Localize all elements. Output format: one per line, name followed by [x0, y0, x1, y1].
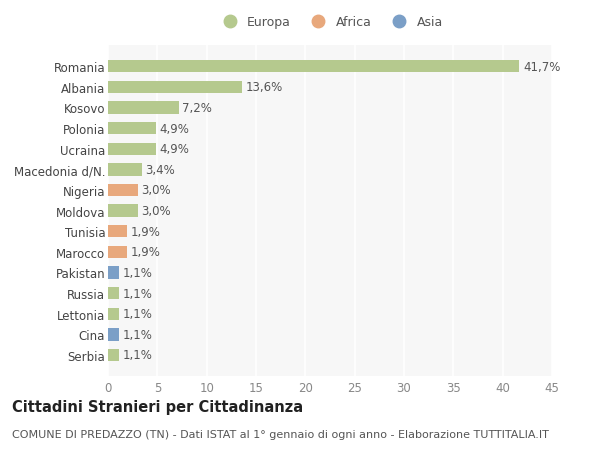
- Text: 3,0%: 3,0%: [141, 205, 170, 218]
- Bar: [108, 225, 127, 238]
- Text: 1,1%: 1,1%: [122, 328, 152, 341]
- Text: 1,1%: 1,1%: [122, 287, 152, 300]
- Bar: [108, 267, 119, 279]
- Bar: [108, 102, 179, 114]
- Bar: [108, 308, 119, 320]
- Legend: Europa, Africa, Asia: Europa, Africa, Asia: [213, 12, 447, 33]
- Text: COMUNE DI PREDAZZO (TN) - Dati ISTAT al 1° gennaio di ogni anno - Elaborazione T: COMUNE DI PREDAZZO (TN) - Dati ISTAT al …: [12, 429, 549, 439]
- Text: 13,6%: 13,6%: [245, 81, 283, 94]
- Bar: [108, 205, 137, 217]
- Text: 1,1%: 1,1%: [122, 349, 152, 362]
- Bar: [108, 164, 142, 176]
- Text: Cittadini Stranieri per Cittadinanza: Cittadini Stranieri per Cittadinanza: [12, 399, 303, 414]
- Bar: [108, 246, 127, 258]
- Bar: [108, 329, 119, 341]
- Text: 1,1%: 1,1%: [122, 308, 152, 320]
- Text: 4,9%: 4,9%: [160, 123, 190, 135]
- Text: 4,9%: 4,9%: [160, 143, 190, 156]
- Bar: [108, 349, 119, 361]
- Bar: [108, 61, 520, 73]
- Text: 1,9%: 1,9%: [130, 246, 160, 259]
- Bar: [108, 287, 119, 300]
- Text: 3,4%: 3,4%: [145, 163, 175, 176]
- Bar: [108, 123, 157, 135]
- Bar: [108, 185, 137, 197]
- Text: 41,7%: 41,7%: [523, 61, 560, 73]
- Text: 7,2%: 7,2%: [182, 102, 212, 115]
- Text: 3,0%: 3,0%: [141, 184, 170, 197]
- Text: 1,9%: 1,9%: [130, 225, 160, 238]
- Bar: [108, 143, 157, 156]
- Bar: [108, 82, 242, 94]
- Text: 1,1%: 1,1%: [122, 266, 152, 280]
